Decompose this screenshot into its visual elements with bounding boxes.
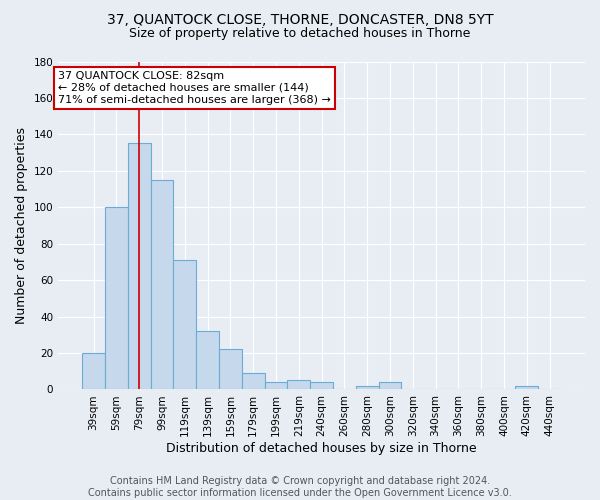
Bar	[515, 386, 538, 390]
Bar	[105, 208, 128, 390]
Y-axis label: Number of detached properties: Number of detached properties	[15, 127, 28, 324]
Text: 37 QUANTOCK CLOSE: 82sqm
← 28% of detached houses are smaller (144)
71% of semi-: 37 QUANTOCK CLOSE: 82sqm ← 28% of detach…	[58, 72, 331, 104]
Bar	[356, 386, 379, 390]
Bar	[265, 382, 287, 390]
Bar	[242, 373, 265, 390]
X-axis label: Distribution of detached houses by size in Thorne: Distribution of detached houses by size …	[166, 442, 477, 455]
Bar	[379, 382, 401, 390]
Text: 37, QUANTOCK CLOSE, THORNE, DONCASTER, DN8 5YT: 37, QUANTOCK CLOSE, THORNE, DONCASTER, D…	[107, 12, 493, 26]
Bar	[173, 260, 196, 390]
Text: Size of property relative to detached houses in Thorne: Size of property relative to detached ho…	[130, 28, 470, 40]
Text: Contains HM Land Registry data © Crown copyright and database right 2024.
Contai: Contains HM Land Registry data © Crown c…	[88, 476, 512, 498]
Bar	[219, 350, 242, 390]
Bar	[310, 382, 333, 390]
Bar	[128, 144, 151, 390]
Bar	[82, 353, 105, 390]
Bar	[287, 380, 310, 390]
Bar	[196, 331, 219, 390]
Bar	[151, 180, 173, 390]
